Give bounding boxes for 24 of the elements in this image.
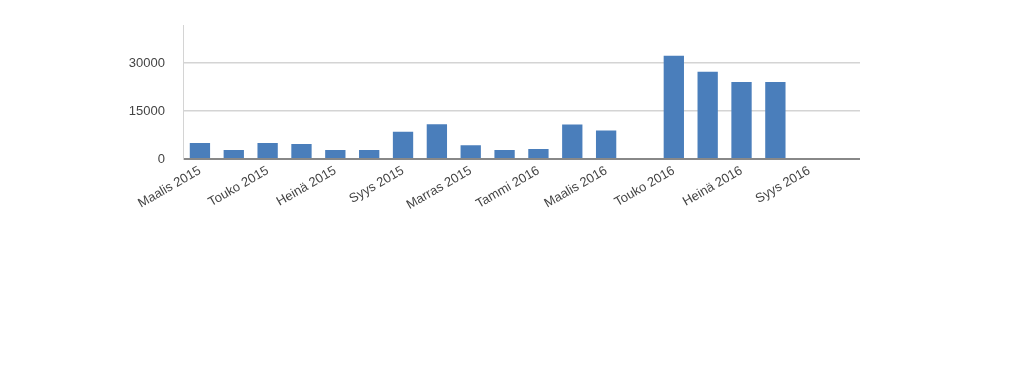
bar [494, 150, 515, 158]
bar [663, 55, 684, 158]
y-tick-label: 30000 [128, 54, 165, 70]
bar [765, 82, 786, 158]
x-tick-label: Syys 2015 [346, 162, 407, 206]
x-tick-label: Touko 2016 [611, 162, 678, 210]
bar [595, 130, 617, 158]
bar [528, 149, 549, 158]
x-tick-label: Touko 2015 [205, 162, 271, 210]
bar [325, 150, 346, 158]
bar [189, 143, 211, 158]
bar [426, 124, 448, 158]
y-tick-label: 0 [157, 150, 165, 166]
x-tick-label: Syys 2016 [752, 162, 813, 206]
bar [257, 143, 278, 158]
y-tick-label: 15000 [128, 102, 165, 118]
bar [697, 71, 718, 158]
bar [392, 131, 414, 158]
bar [562, 124, 583, 158]
bar [359, 150, 380, 158]
bar [223, 150, 244, 158]
bar [291, 143, 312, 158]
bar [731, 82, 752, 158]
bar [460, 145, 481, 158]
